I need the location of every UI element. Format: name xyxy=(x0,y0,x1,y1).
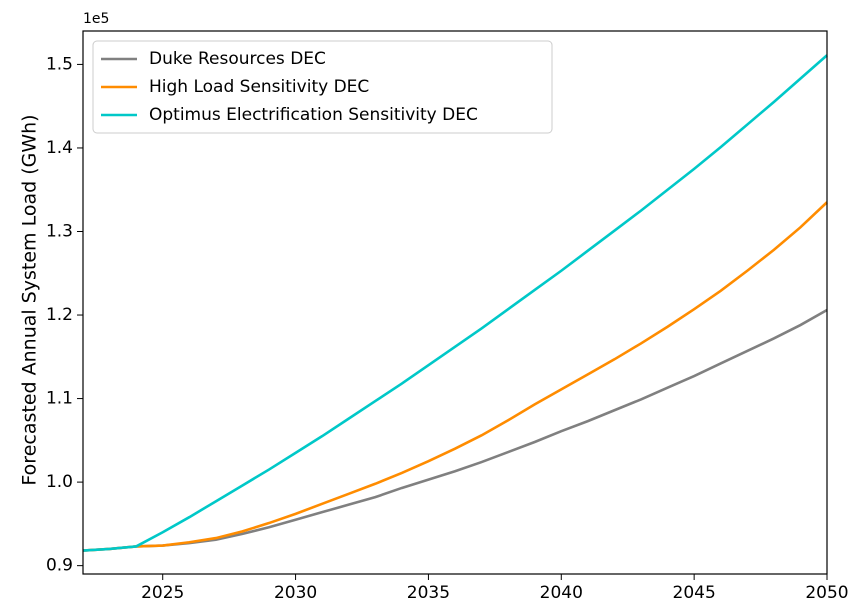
y-offset-label: 1e5 xyxy=(83,11,109,27)
x-tick-label: 2025 xyxy=(141,583,184,603)
legend-label: Optimus Electrification Sensitivity DEC xyxy=(149,105,478,125)
legend-label: Duke Resources DEC xyxy=(149,49,326,69)
x-tick-label: 2035 xyxy=(407,583,450,603)
y-tick-label: 1.0 xyxy=(46,472,73,492)
y-axis-label: Forecasted Annual System Load (GWh) xyxy=(19,114,41,485)
x-tick-label: 2050 xyxy=(805,583,848,603)
legend-box xyxy=(92,40,553,134)
x-tick-label: 2040 xyxy=(540,583,583,603)
y-tick-label: 1.1 xyxy=(46,389,73,409)
y-tick-label: 1.3 xyxy=(46,221,73,241)
x-tick-label: 2045 xyxy=(673,583,716,603)
y-tick-label: 1.5 xyxy=(46,54,73,74)
x-tick-label: 2030 xyxy=(274,583,317,603)
y-tick-label: 0.9 xyxy=(46,556,73,576)
y-tick-label: 1.4 xyxy=(46,138,73,158)
y-tick-label: 1.2 xyxy=(46,305,73,325)
series-line xyxy=(82,201,828,552)
legend-label: High Load Sensitivity DEC xyxy=(149,77,369,97)
series-line xyxy=(82,308,828,552)
series-line xyxy=(82,54,828,552)
plot-frame xyxy=(82,30,828,575)
